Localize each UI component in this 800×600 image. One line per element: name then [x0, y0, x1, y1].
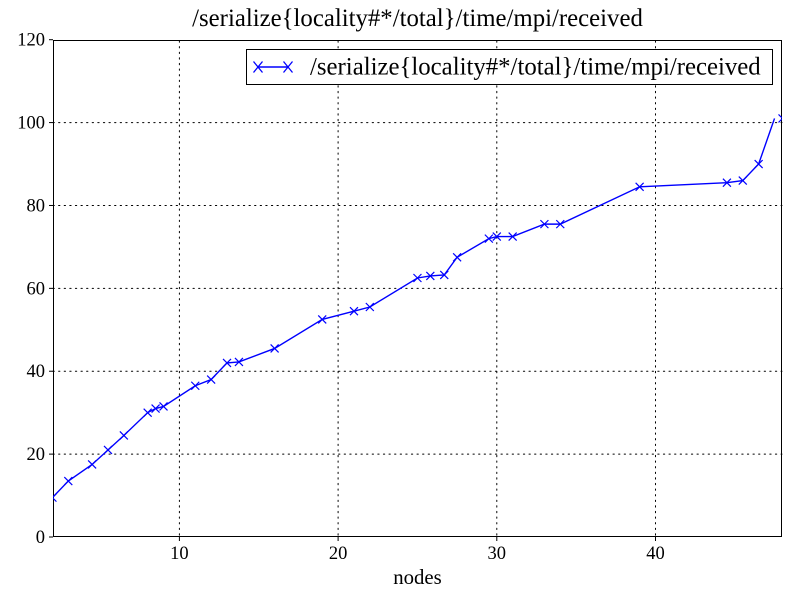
svg-text:60: 60 [27, 279, 46, 299]
svg-text:80: 80 [27, 196, 46, 216]
svg-text:20: 20 [329, 544, 348, 564]
svg-text:30: 30 [488, 544, 507, 564]
svg-text:100: 100 [17, 114, 45, 134]
svg-text:120: 120 [17, 31, 45, 51]
svg-text:40: 40 [646, 544, 665, 564]
svg-text:/serialize{locality#*/total}/t: /serialize{locality#*/total}/time/mpi/re… [310, 54, 761, 81]
svg-text:/serialize{locality#*/total}/t: /serialize{locality#*/total}/time/mpi/re… [192, 5, 643, 32]
svg-text:nodes: nodes [393, 566, 442, 589]
svg-text:0: 0 [36, 528, 45, 548]
svg-text:10: 10 [170, 544, 189, 564]
svg-text:20: 20 [27, 445, 46, 465]
svg-text:40: 40 [27, 362, 46, 382]
